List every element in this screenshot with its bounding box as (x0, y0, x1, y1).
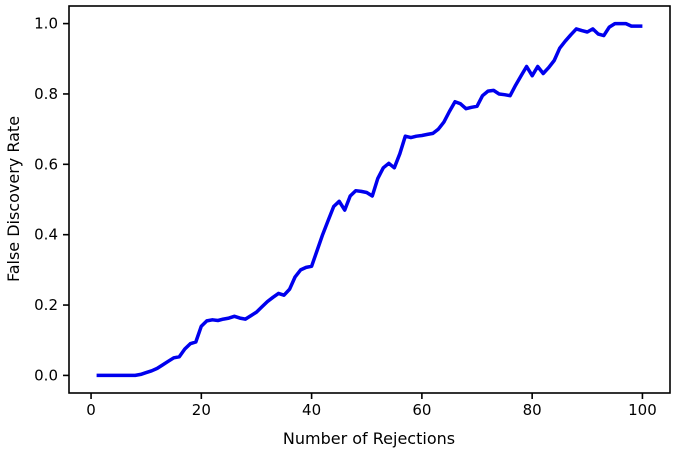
y-tick-label: 0.0 (34, 366, 58, 384)
fdr-data-line (96, 21, 643, 378)
y-tick-label: 0.4 (34, 226, 58, 244)
y-tick-label: 0.8 (34, 85, 58, 103)
x-tick-label: 80 (523, 401, 542, 419)
x-tick-label: 0 (86, 401, 96, 419)
plot-frame (68, 5, 671, 394)
y-axis-label: False Discovery Rate (4, 116, 23, 282)
y-tick-label: 0.2 (34, 296, 58, 314)
x-tick-label: 20 (192, 401, 211, 419)
x-tick-label: 100 (628, 401, 657, 419)
y-tick-label: 1.0 (34, 15, 58, 33)
x-tick-label: 40 (302, 401, 321, 419)
x-tick-label: 60 (412, 401, 431, 419)
y-tick-label: 0.6 (34, 155, 58, 173)
tick-marks (63, 22, 644, 399)
tick-labels: 0 20 40 60 80 100 0.0 0.2 0.4 0.6 0.8 1.0 (34, 15, 657, 419)
x-axis-label: Number of Rejections (283, 429, 455, 448)
